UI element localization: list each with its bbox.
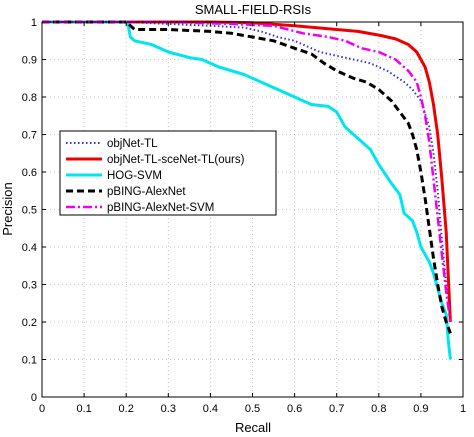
y-tick-label: 0.1: [22, 355, 37, 367]
y-tick-label: 0.4: [22, 242, 37, 254]
y-tick-label: 0.6: [22, 167, 37, 179]
series-line-2: [42, 20, 452, 323]
y-tick-label: 0: [31, 392, 37, 404]
x-tick-label: 0.5: [245, 403, 260, 415]
legend-entry-label: objNet-TL: [107, 138, 158, 150]
y-tick-label: 0.8: [22, 92, 37, 104]
y-tick-label: 0.7: [22, 130, 37, 142]
y-tick-label: 0.9: [22, 55, 37, 67]
x-tick-label: 0: [39, 403, 45, 415]
axis-ticks: 0 0.1 0.2 0.3 0.4 0.5 0.6 0.7 0.8 0.9 1 0 0.1 0.2 0.3 0…: [22, 17, 466, 415]
legend-box: [59, 130, 277, 216]
y-axis-label: Precision: [0, 182, 15, 235]
x-tick-label: 0.8: [371, 403, 386, 415]
y-tick-label: 1: [31, 17, 37, 29]
x-tick-label: 0.3: [161, 403, 176, 415]
x-tick-label: 1: [460, 403, 466, 415]
chart-title: SMALL-FIELD-RSIs: [195, 2, 312, 17]
y-tick-label: 0.3: [22, 280, 37, 292]
legend-entry-label: pBING-AlexNet: [107, 186, 186, 198]
x-tick-label: 0.9: [413, 403, 428, 415]
legend: objNet-TL objNet-TL-sceNet-TL(ours) HOG-SV…: [59, 130, 277, 216]
series-lines: [42, 20, 452, 360]
legend-entry-label: objNet-TL-sceNet-TL(ours): [107, 154, 245, 166]
legend-entry-label: pBING-AlexNet-SVM: [107, 202, 214, 214]
x-tick-label: 0.4: [203, 403, 218, 415]
x-axis-label: Recall: [235, 420, 271, 435]
x-tick-label: 0.1: [76, 403, 91, 415]
legend-entry-label: HOG-SVM: [107, 170, 162, 182]
series-line-1: [42, 21, 452, 315]
x-tick-label: 0.6: [287, 403, 302, 415]
x-tick-label: 0.2: [119, 403, 134, 415]
y-tick-label: 0.2: [22, 317, 37, 329]
series-line-4: [42, 20, 452, 334]
x-tick-label: 0.7: [329, 403, 344, 415]
series-line-3: [42, 20, 452, 360]
y-tick-label: 0.5: [22, 205, 37, 217]
